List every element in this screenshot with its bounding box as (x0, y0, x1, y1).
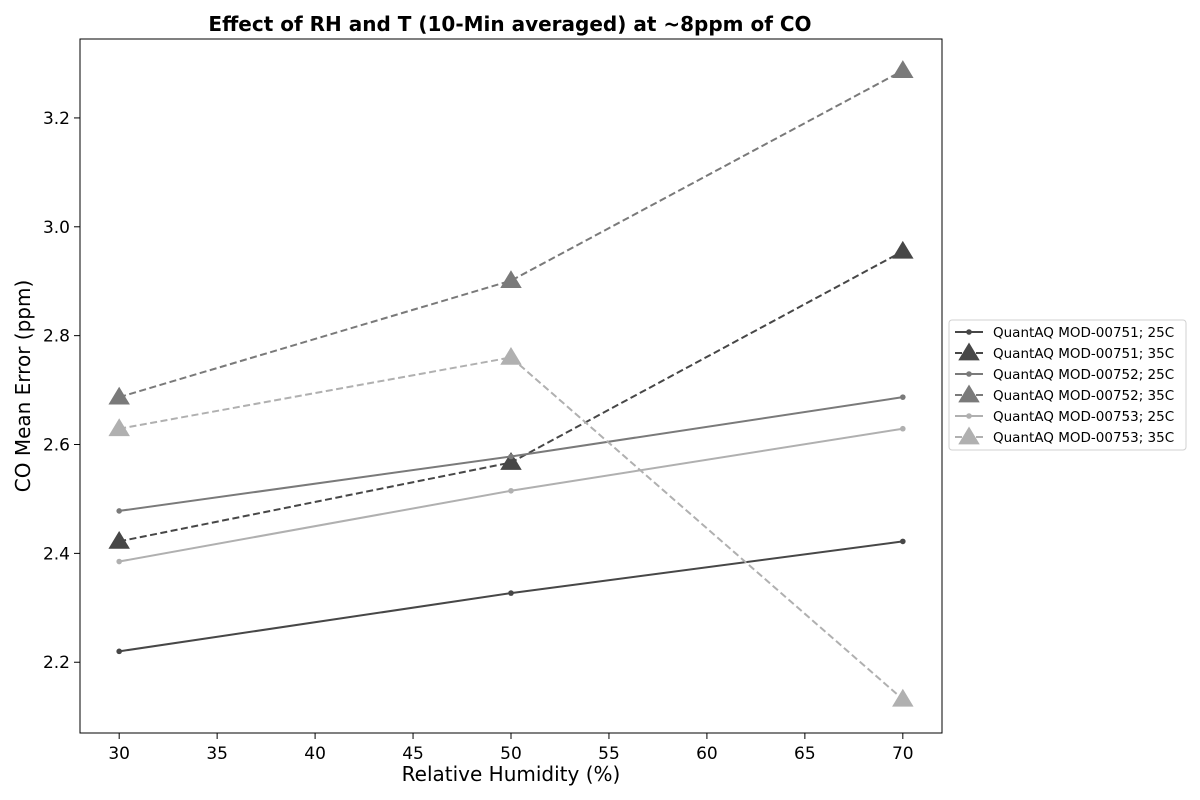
data-point-triangle (108, 418, 130, 437)
x-tick-label: 40 (304, 744, 326, 764)
legend-marker (966, 329, 972, 335)
chart-title: Effect of RH and T (10-Min averaged) at … (208, 12, 811, 36)
legend-marker (966, 371, 972, 377)
y-tick-label: 2.4 (43, 544, 70, 564)
legend-item: QuantAQ MOD-00753; 35C (955, 426, 1174, 446)
x-tick-label: 70 (892, 744, 914, 764)
data-point-triangle (892, 240, 914, 259)
data-point-triangle (108, 530, 130, 549)
legend-marker-triangle (958, 384, 980, 403)
data-point-triangle (500, 452, 522, 470)
series-1 (116, 538, 906, 655)
legend-item: QuantAQ MOD-00753; 25C (955, 409, 1174, 425)
y-tick-label: 2.2 (43, 653, 70, 673)
y-axis-label: CO Mean Error (ppm) (11, 280, 35, 493)
y-tick-label: 2.8 (43, 327, 70, 347)
legend-label: QuantAQ MOD-00753; 25C (993, 409, 1174, 425)
series-layer (108, 60, 914, 707)
legend-item: QuantAQ MOD-00751; 25C (955, 325, 1174, 341)
series-line (118, 250, 904, 543)
data-point-triangle (108, 386, 130, 405)
series-2 (108, 240, 914, 549)
x-tick-label: 30 (108, 744, 130, 764)
data-point (508, 487, 514, 494)
data-point-triangle (500, 346, 522, 365)
series-line (119, 356, 904, 701)
x-tick-label: 65 (794, 744, 816, 764)
legend-marker (966, 413, 972, 419)
data-point (900, 394, 906, 400)
series-line (118, 69, 904, 399)
y-tick-label: 3.2 (43, 109, 70, 129)
x-axis-label: Relative Humidity (%) (402, 762, 621, 786)
x-tick-label: 35 (206, 744, 228, 764)
data-point (116, 648, 122, 655)
data-point (508, 590, 514, 596)
y-tick-label: 3.0 (43, 218, 70, 238)
series-3 (116, 394, 906, 514)
plot-area (79, 38, 943, 734)
y-tick-label: 2.6 (43, 436, 70, 456)
series-5 (116, 425, 906, 565)
legend-label: QuantAQ MOD-00752; 25C (993, 367, 1174, 383)
x-tick-label: 60 (696, 744, 718, 764)
x-tick-label: 45 (402, 744, 424, 764)
data-point (900, 425, 906, 432)
legend-label: QuantAQ MOD-00752; 35C (993, 388, 1174, 404)
series-4 (108, 60, 914, 405)
x-axis: 30 35 40 45 50 55 60 65 70 (108, 733, 914, 764)
legend-marker-triangle (958, 426, 980, 445)
y-axis: 2.2 2.4 2.6 2.8 3.0 3.2 (43, 109, 80, 673)
data-point-triangle (892, 60, 914, 78)
data-point (900, 538, 906, 545)
x-tick-label: 55 (598, 744, 620, 764)
data-point-triangle (500, 270, 522, 289)
legend-marker-triangle (958, 342, 980, 361)
legend-label: QuantAQ MOD-00751; 25C (993, 325, 1174, 341)
legend-item: QuantAQ MOD-00752; 25C (955, 367, 1174, 383)
legend-box (948, 319, 1187, 451)
x-tick-label: 50 (500, 744, 522, 764)
data-point (116, 508, 122, 514)
data-point-triangle (892, 688, 914, 707)
legend-item: QuantAQ MOD-00751; 35C (955, 342, 1174, 362)
legend-item: QuantAQ MOD-00752; 35C (955, 384, 1174, 404)
data-point (508, 453, 514, 460)
legend-items: QuantAQ MOD-00751; 25C QuantAQ MOD-00751;… (955, 325, 1174, 446)
legend-label: QuantAQ MOD-00753; 35C (993, 430, 1174, 446)
legend: QuantAQ MOD-00751; 25C QuantAQ MOD-00751;… (948, 319, 1187, 451)
legend-label: QuantAQ MOD-00751; 35C (993, 346, 1174, 362)
data-point (116, 558, 122, 565)
series-6 (108, 346, 914, 707)
